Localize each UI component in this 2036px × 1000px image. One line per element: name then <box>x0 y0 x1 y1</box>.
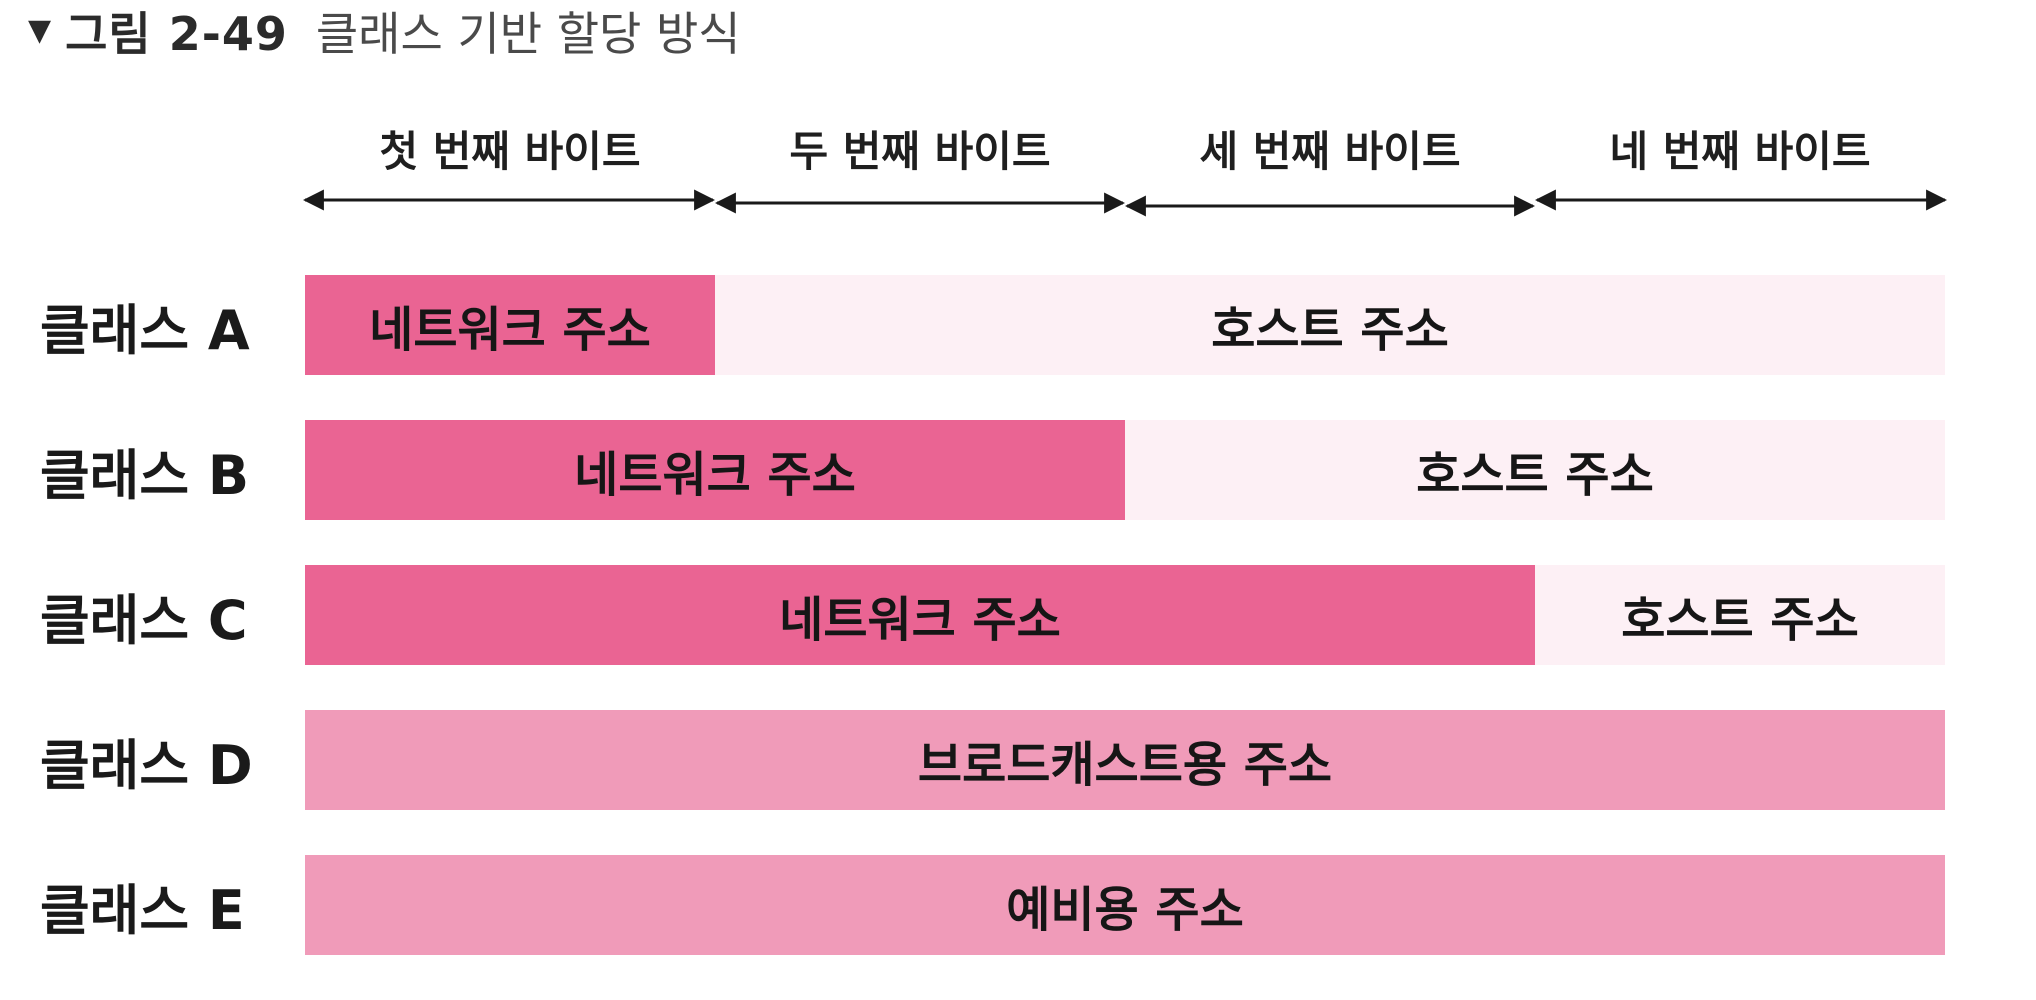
figure-number: 그림 2-49 <box>65 7 288 61</box>
class-b-host-segment: 호스트 주소 <box>1125 420 1945 520</box>
byte-label-3: 세 번째 바이트 <box>1199 126 1461 176</box>
class-a-label: 클래스 A <box>40 298 250 362</box>
triangle-down-icon: ▼ <box>28 13 52 48</box>
class-a-host-segment: 호스트 주소 <box>715 275 1945 375</box>
byte-label-2: 두 번째 바이트 <box>789 126 1051 176</box>
figure-caption: ▼ 그림 2-49 클래스 기반 할당 방식 <box>28 0 741 62</box>
class-b-network-segment: 네트워크 주소 <box>305 420 1125 520</box>
class-c-label: 클래스 C <box>40 588 248 652</box>
class-e-reserved-segment: 예비용 주소 <box>305 855 1945 955</box>
class-d-broadcast-segment: 브로드캐스트용 주소 <box>305 710 1945 810</box>
figure-title: 클래스 기반 할당 방식 <box>315 7 741 61</box>
byte-label-4: 네 번째 바이트 <box>1609 126 1871 176</box>
class-b-label: 클래스 B <box>40 443 249 507</box>
class-a-network-segment: 네트워크 주소 <box>305 275 715 375</box>
byte-label-1: 첫 번째 바이트 <box>379 126 641 176</box>
class-e-label: 클래스 E <box>40 878 245 942</box>
class-c-network-segment: 네트워크 주소 <box>305 565 1535 665</box>
class-c-host-segment: 호스트 주소 <box>1535 565 1945 665</box>
class-d-label: 클래스 D <box>40 733 253 797</box>
